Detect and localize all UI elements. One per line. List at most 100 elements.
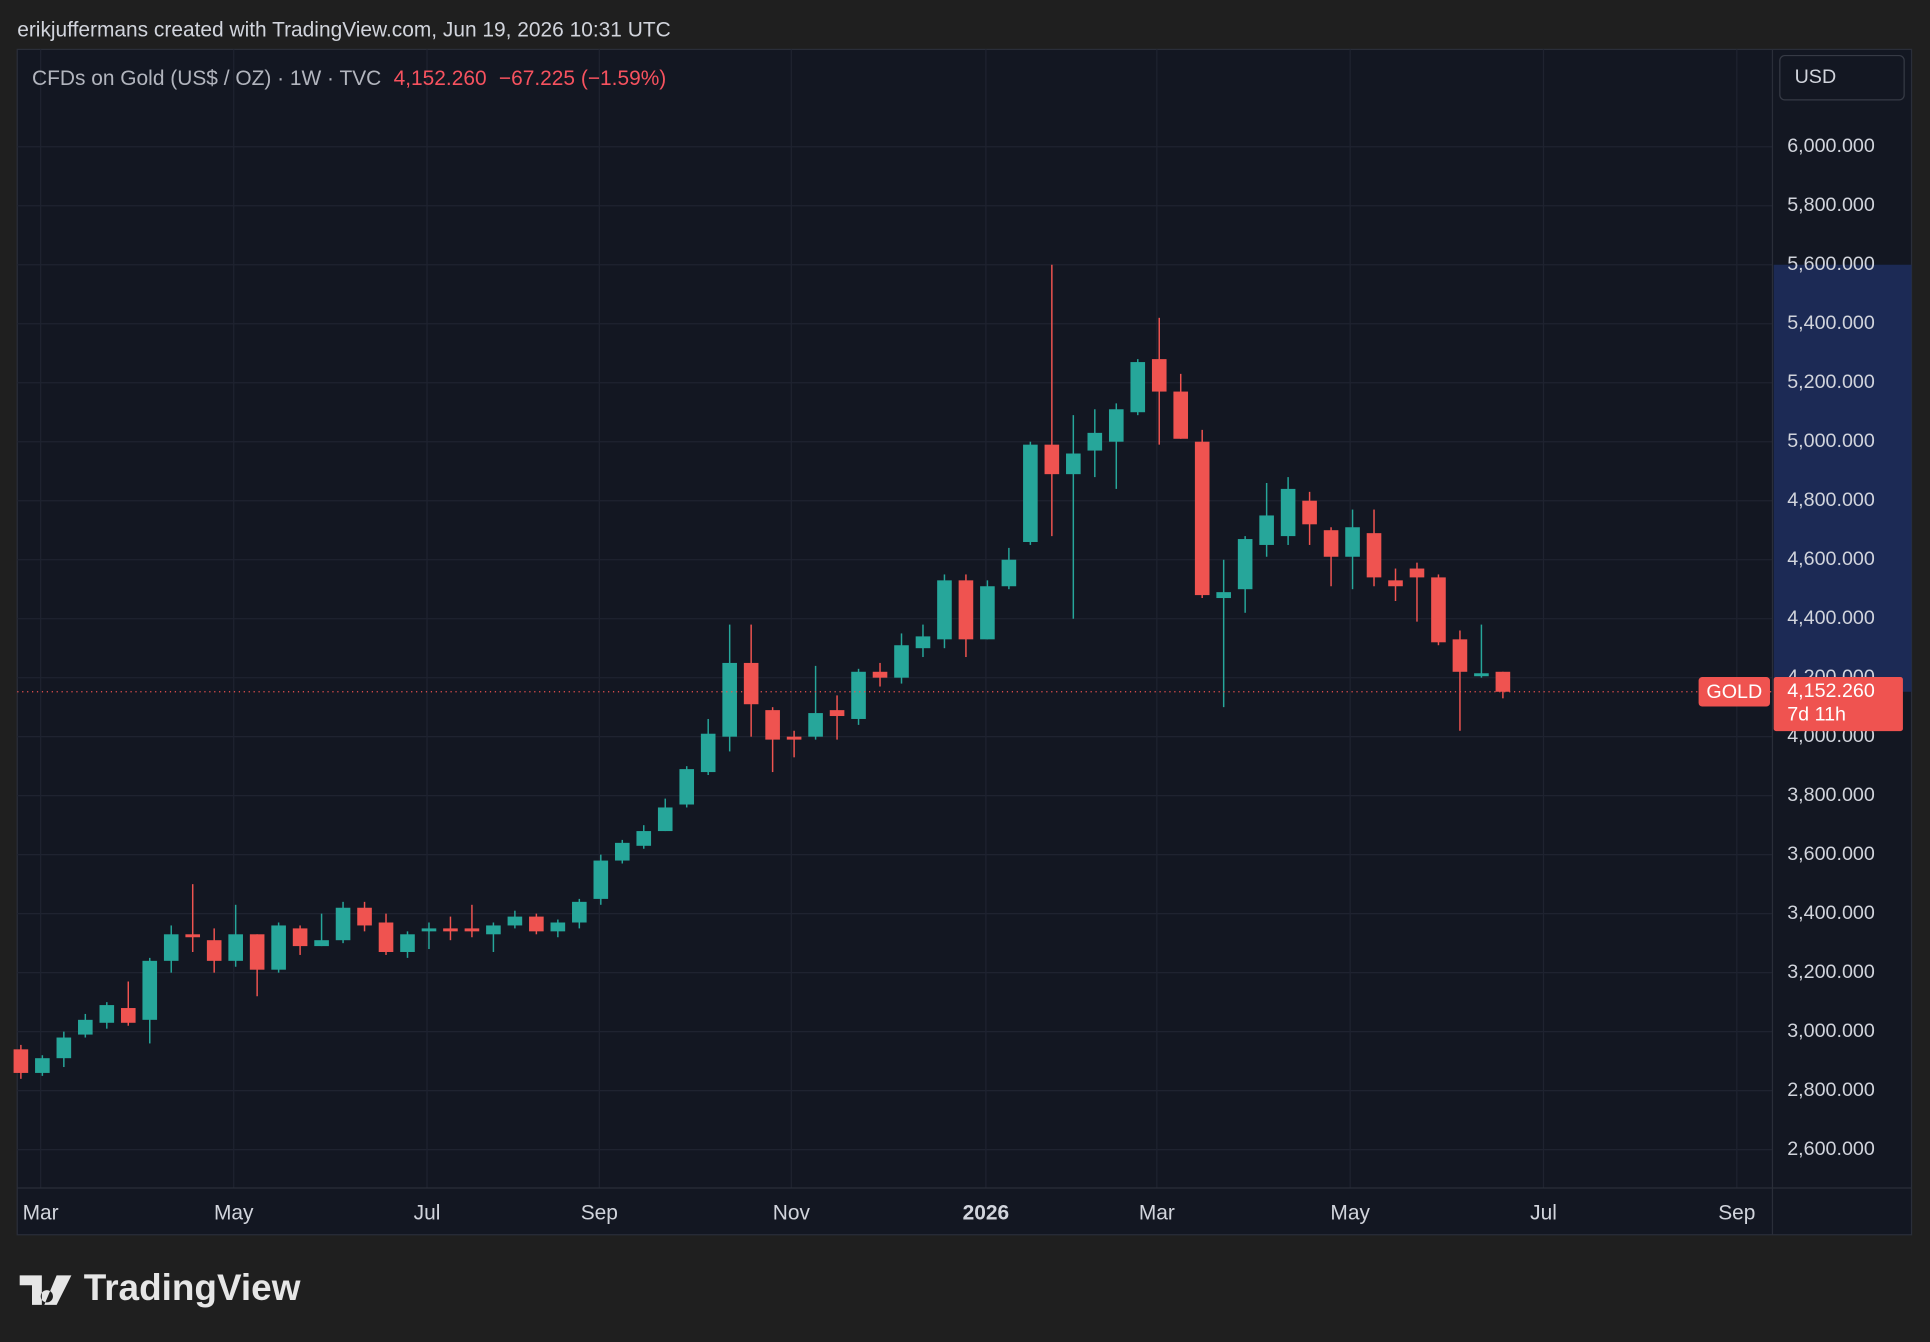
y-tick-label: 3,000.000: [1787, 1020, 1875, 1042]
candle-body: [1151, 359, 1167, 392]
y-tick-label: 5,800.000: [1787, 194, 1875, 216]
candle-body: [980, 586, 995, 640]
y-tick-label: 3,800.000: [1787, 784, 1875, 806]
candle-body: [314, 940, 329, 947]
x-tick-label: Mar: [1139, 1201, 1175, 1224]
legend: CFDs on Gold (US$ / OZ) · 1W · TVC 4,152.…: [32, 66, 666, 89]
candle-body: [228, 934, 243, 961]
candle-body: [142, 960, 158, 1020]
candle-body: [700, 733, 716, 773]
candle-body: [894, 645, 909, 678]
y-tick-label: 4,800.000: [1787, 489, 1875, 511]
candle-body: [550, 922, 566, 932]
x-tick-label: Sep: [581, 1201, 618, 1224]
candles: [13, 264, 1511, 1079]
candle-body: [1216, 592, 1231, 599]
axis-range-highlight: [1773, 264, 1912, 692]
candle-body: [872, 671, 888, 678]
y-tick-label: 4,600.000: [1787, 548, 1875, 570]
candle-body: [679, 769, 695, 805]
candle-body: [657, 807, 673, 832]
candle-body: [421, 928, 437, 932]
candle-body: [335, 907, 351, 941]
currency-button[interactable]: [1779, 54, 1905, 101]
candle-body: [1087, 432, 1103, 451]
y-tick-label: 5,000.000: [1787, 430, 1875, 452]
brand: TradingView: [19, 1267, 301, 1308]
candle-body: [1366, 533, 1382, 578]
y-tick-label: 5,400.000: [1787, 312, 1875, 334]
candle-body: [1066, 453, 1081, 475]
candle-body: [1108, 409, 1124, 442]
candle-body: [851, 671, 866, 719]
y-tick-label: 3,600.000: [1787, 843, 1875, 865]
y-axis: 2,600.000 2,800.000 3,000.000 3,200.000 3,40…: [1787, 135, 1875, 1160]
candle-body: [808, 713, 823, 737]
candle-body: [400, 934, 415, 952]
candle-body: [13, 1049, 29, 1073]
candle-body: [786, 736, 802, 740]
candle-body: [572, 901, 587, 923]
candle-body: [292, 928, 308, 947]
grid: [17, 49, 1773, 1188]
candle-body: [829, 710, 845, 717]
candle-body: [1431, 577, 1446, 643]
y-tick-label: 4,400.000: [1787, 607, 1875, 629]
last-price-legend: 4,152.260: [394, 66, 487, 89]
candle-body: [1237, 539, 1253, 590]
y-tick-label: 5,600.000: [1787, 253, 1875, 275]
candle-body: [722, 662, 737, 737]
x-tick-label: Sep: [1718, 1201, 1755, 1224]
currency[interactable]: USD: [1795, 66, 1837, 88]
chart-pane: [16, 48, 1913, 1236]
candle-body: [206, 940, 222, 961]
y-tick-label: 3,400.000: [1787, 902, 1875, 924]
candle-body: [78, 1019, 93, 1035]
candle-body: [1023, 444, 1038, 542]
candle-body: [507, 916, 523, 926]
candle-body: [443, 928, 458, 932]
candle-body: [1173, 391, 1189, 439]
candle-body: [1130, 362, 1146, 413]
brand-logo: [19, 1275, 72, 1305]
symbol-tag: GOLD: [1706, 681, 1762, 703]
x-tick-label: Mar: [23, 1201, 59, 1224]
candle-body: [249, 934, 265, 970]
y-tick-label: 3,200.000: [1787, 961, 1875, 983]
y-tick-label: 2,800.000: [1787, 1079, 1875, 1101]
candle-body: [120, 1008, 136, 1023]
symbol-tag-bg: [1698, 676, 1770, 707]
candle-body: [1044, 444, 1060, 475]
candle-body: [464, 928, 480, 932]
candle-body: [486, 925, 501, 935]
candle-body: [1302, 500, 1317, 525]
candle-body: [1194, 441, 1210, 596]
price-tag-bg: [1773, 676, 1903, 732]
candle-body: [593, 860, 609, 899]
y-tick-label: 5,200.000: [1787, 371, 1875, 393]
candle-body: [35, 1058, 50, 1073]
y-tick-label: 2,600.000: [1787, 1138, 1875, 1160]
symbol-title: CFDs on Gold (US$ / OZ) · 1W · TVC: [32, 66, 381, 89]
candle-body: [357, 907, 372, 926]
candle-body: [1452, 639, 1468, 672]
candle-body: [1345, 527, 1360, 557]
candle-body: [765, 710, 780, 740]
x-axis: Mar May Jul Sep Nov 2026 Mar May Jul Sep: [23, 1201, 1756, 1224]
candle-body: [958, 580, 974, 640]
candle-body: [937, 580, 952, 640]
candle-body: [56, 1037, 72, 1059]
candle-body: [1388, 580, 1403, 587]
candle-body: [378, 922, 394, 952]
candle-body: [1259, 515, 1274, 545]
x-tick-label: 2026: [963, 1201, 1010, 1224]
candle-body: [915, 636, 931, 649]
x-tick-label: Nov: [773, 1201, 811, 1224]
x-tick-label: May: [1330, 1201, 1370, 1224]
price-tag: 4,152.260: [1787, 680, 1875, 702]
x-tick-label: Jul: [414, 1201, 441, 1224]
candle-body: [1474, 673, 1489, 677]
